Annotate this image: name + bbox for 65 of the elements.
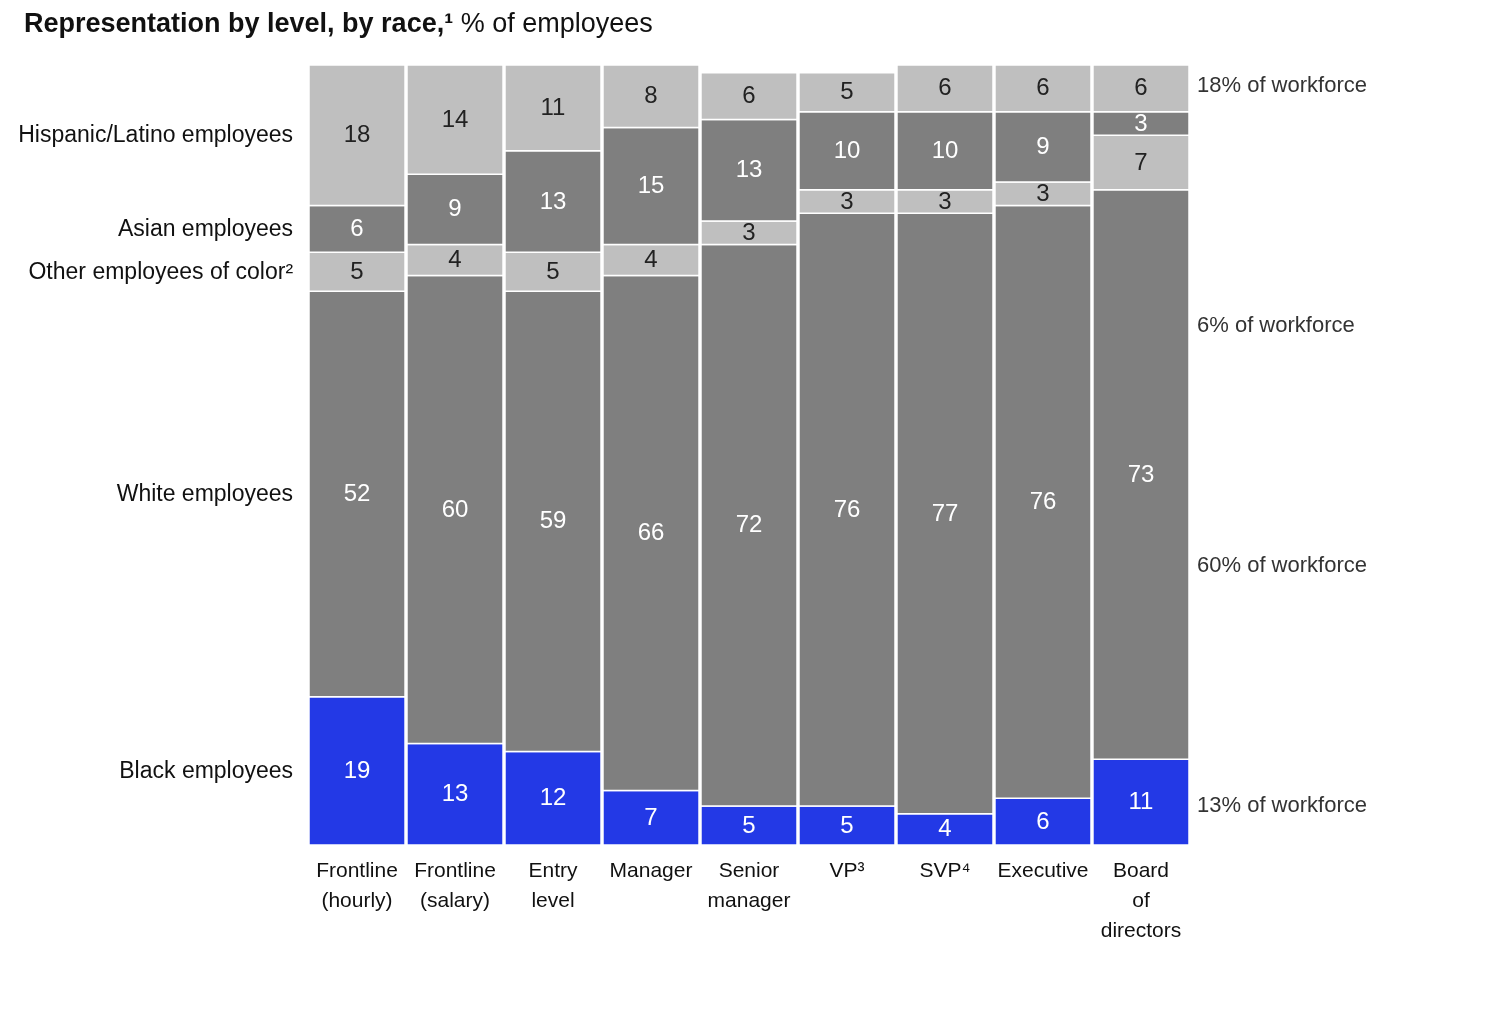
data-label: 7 [644, 802, 658, 830]
data-label: 6 [742, 81, 756, 109]
data-label: 10 [833, 135, 861, 163]
text: 13% of workforce [1197, 792, 1367, 817]
data-label: 66 [637, 518, 665, 545]
series-label: Other employees of color² [28, 257, 294, 284]
data-label: 9 [448, 194, 462, 222]
data-label: 52 [343, 479, 371, 506]
data-label: 3 [1134, 108, 1148, 136]
data-label: 6 [938, 73, 952, 101]
x-tick-label: Senior manager [707, 857, 791, 911]
data-label: 72 [735, 510, 763, 538]
data-label: 5 [546, 256, 560, 284]
data-label: 4 [644, 245, 658, 272]
series-label: Hispanic/Latino employees [18, 121, 294, 148]
text: 60% of workforce [1197, 552, 1367, 577]
data-label: 3 [1036, 178, 1050, 206]
x-tick-label: SVP⁴ [919, 857, 971, 881]
data-label: 4 [448, 245, 462, 272]
x-tick-label: VP³ [829, 857, 865, 881]
data-label: 73 [1127, 459, 1155, 487]
data-label: 59 [539, 506, 567, 534]
x-tick-label: Executive [997, 857, 1089, 881]
data-label: 5 [742, 810, 756, 838]
data-label: 9 [1036, 131, 1050, 159]
data-label: 3 [742, 217, 756, 245]
x-tick-label: Frontline (hourly) [316, 857, 398, 911]
data-label: 14 [441, 104, 469, 132]
data-label: 11 [540, 92, 566, 120]
data-label: 6 [1036, 806, 1050, 834]
data-label: 8 [644, 81, 658, 109]
series-label: White employees [116, 480, 294, 506]
x-tick-label: Frontline (salary) [414, 857, 496, 911]
x-tick-label: Manager [609, 857, 693, 881]
chart-title: Representation by level, by race,¹ [24, 8, 454, 38]
data-label: 5 [840, 810, 854, 838]
series-label: Asian employees [117, 214, 294, 241]
chart-subtitle: % of employees [460, 8, 653, 38]
text: 6% of workforce [1197, 312, 1355, 337]
data-label: 7 [1134, 147, 1148, 175]
data-label: 4 [938, 814, 952, 842]
data-label: 15 [637, 170, 665, 198]
data-label: 3 [938, 186, 952, 214]
data-label: 12 [539, 783, 567, 811]
text: 18% of workforce [1197, 72, 1367, 97]
data-label: 6 [1036, 73, 1050, 101]
data-label: 13 [539, 186, 567, 214]
data-label: 13 [735, 155, 763, 183]
data-label: 3 [840, 186, 854, 214]
data-label: 77 [931, 498, 959, 526]
data-label: 13 [441, 779, 469, 807]
data-label: 60 [441, 494, 469, 522]
series-label: Black employees [119, 756, 294, 783]
data-label: 5 [840, 77, 854, 105]
x-tick-label: Board of directors [1100, 857, 1182, 941]
x-tick-label: Entry level [528, 857, 579, 911]
data-label: 76 [833, 494, 861, 522]
data-label: 11 [1128, 787, 1154, 815]
data-label: 5 [350, 256, 364, 284]
data-label: 6 [350, 213, 364, 241]
data-label: 76 [1029, 486, 1057, 514]
data-label: 6 [1134, 73, 1148, 101]
data-label: 18 [343, 120, 371, 148]
data-label: 19 [343, 755, 371, 783]
data-label: 10 [931, 135, 959, 163]
